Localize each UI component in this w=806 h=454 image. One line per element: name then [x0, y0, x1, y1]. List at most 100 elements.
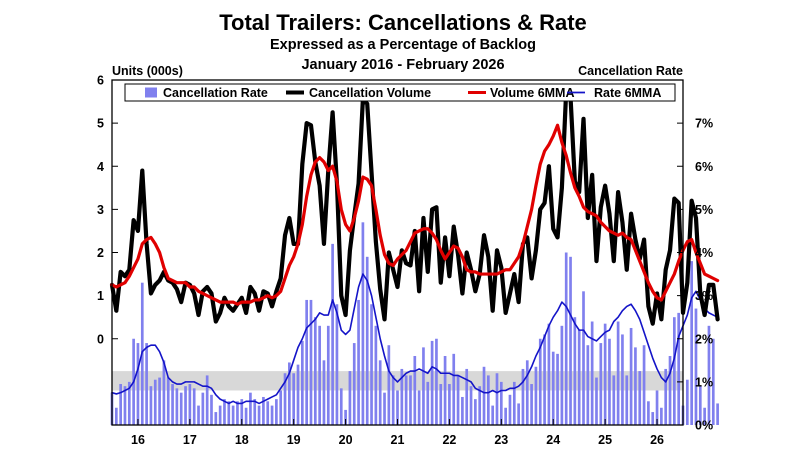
legend-box [124, 83, 676, 102]
right-tick-label: 3% [695, 289, 713, 303]
rate-bar [530, 384, 533, 425]
rate-bar [651, 412, 655, 425]
rate-bar [612, 375, 616, 425]
rate-bar [495, 373, 499, 425]
rate-bar [560, 325, 564, 425]
rate-bar [461, 396, 464, 425]
legend-swatch-cancellation-rate [145, 87, 157, 98]
rate-bar [162, 360, 166, 425]
chart-title: Total Trailers: Cancellations & Rate [219, 10, 587, 35]
rate-bar [127, 381, 131, 425]
rate-bar [171, 384, 174, 425]
legend-label: Cancellation Rate [163, 86, 268, 100]
rate-bar [270, 405, 274, 425]
rate-bar [577, 330, 581, 425]
rate-bar [690, 261, 693, 425]
rate-bar [629, 327, 633, 425]
rate-bar [240, 399, 244, 425]
rate-bar [413, 356, 417, 425]
volume-6mma-line [110, 123, 720, 306]
rate-bar [478, 386, 482, 425]
rate-bar [711, 338, 715, 425]
rate-bar [534, 366, 538, 425]
rate-bar [391, 375, 395, 425]
rate-bar [313, 317, 317, 425]
rate-bar [283, 373, 287, 425]
rate-bar [551, 351, 555, 425]
rate-bar [543, 334, 546, 425]
rate-bar [521, 368, 525, 425]
rate-bar [149, 386, 153, 425]
x-tick-label: 17 [183, 433, 197, 447]
right-tick-label: 1% [695, 375, 713, 389]
rate-bar [573, 317, 577, 425]
rate-bar [703, 407, 706, 425]
rate-bar [491, 405, 495, 425]
rate-bar [595, 377, 598, 425]
rate-bar [352, 343, 356, 425]
rate-bar [119, 384, 122, 425]
rate-bar [365, 256, 369, 425]
rate-bar [608, 338, 611, 425]
x-tick-label: 19 [287, 433, 301, 447]
left-tick-label: 1 [97, 289, 104, 303]
rate-bar [262, 396, 265, 425]
left-tick-label: 2 [97, 246, 104, 260]
rate-bar [339, 388, 343, 425]
rate-bar [244, 407, 248, 425]
rate-bar [668, 356, 672, 425]
rate-bar [214, 412, 218, 425]
right-tick-label: 6% [695, 160, 713, 174]
rate-bar [486, 375, 490, 425]
rate-bar [123, 386, 127, 425]
rate-bar [236, 401, 239, 425]
rate-bar [145, 343, 148, 425]
right-tick-label: 0% [695, 419, 713, 433]
rate-bar [300, 340, 304, 425]
rate-bar [153, 379, 157, 425]
rate-bar [223, 399, 226, 425]
legend-label: Cancellation Volume [309, 86, 431, 100]
rate-bar [590, 321, 594, 425]
rate-bar [586, 345, 590, 425]
rate-bar [279, 390, 283, 425]
x-tick-label: 25 [598, 433, 612, 447]
rate-bar [296, 364, 300, 425]
series-lines [109, 88, 720, 405]
rate-bar [673, 317, 676, 425]
x-tick-label: 16 [131, 433, 145, 447]
rate-bar [482, 366, 486, 425]
rate-bar [538, 338, 542, 425]
rate-bar [621, 334, 624, 425]
rate-bar [201, 392, 205, 425]
rate-bar [582, 291, 585, 425]
rate-bar [625, 375, 629, 425]
rate-bar [409, 375, 412, 425]
rate-bar [188, 384, 192, 425]
rate-bar [266, 401, 270, 425]
rate-bar [400, 368, 404, 425]
rate-bar [677, 312, 681, 425]
rate-bar [292, 373, 296, 425]
rate-bar [599, 343, 603, 425]
rate-bar [512, 381, 516, 425]
rate-bar [422, 347, 425, 425]
x-tick-label: 24 [546, 433, 560, 447]
left-tick-label: 5 [97, 117, 104, 131]
rate-bar [448, 384, 451, 425]
rate-bar [417, 390, 421, 425]
rate-bar [210, 394, 213, 425]
left-tick-label: 3 [97, 203, 104, 217]
rate-bar [685, 379, 689, 425]
left-axis-label: Units (000s) [112, 64, 183, 78]
rate-bar [378, 360, 382, 425]
x-tick-label: 20 [339, 433, 353, 447]
x-tick-label: 26 [650, 433, 664, 447]
rate-bar [642, 345, 646, 425]
rate-6mma-line [111, 273, 719, 405]
rate-bar [569, 256, 572, 425]
rate-bar [335, 304, 339, 425]
rate-bar [638, 371, 642, 425]
left-tick-label: 6 [97, 74, 104, 88]
rate-bar [184, 386, 187, 425]
